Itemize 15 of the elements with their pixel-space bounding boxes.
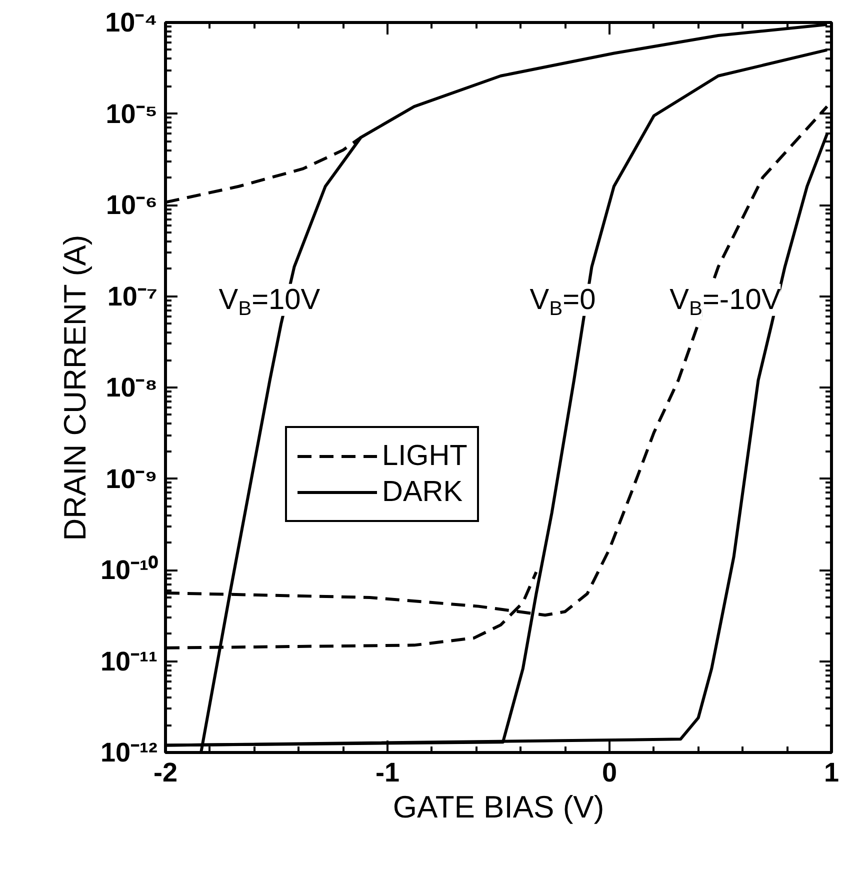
y-tick-label: 10⁻⁷ <box>107 281 158 312</box>
legend-label: DARK <box>382 474 463 510</box>
legend-label: LIGHT <box>382 438 468 474</box>
y-tick-label: 10⁻¹¹ <box>100 646 158 676</box>
y-tick-label: 10⁻⁵ <box>106 98 158 129</box>
x-tick-label: 0 <box>602 758 618 788</box>
x-axis-title: GATE BIAS (V) <box>392 790 604 824</box>
y-tick-label: 10⁻⁴ <box>105 8 158 38</box>
x-tick-label: 1 <box>824 758 840 788</box>
y-tick-label: 10⁻¹⁰ <box>100 555 158 585</box>
y-axis-title: DRAIN CURRENT (A) <box>57 234 92 541</box>
y-tick-label: 10⁻⁹ <box>106 464 158 494</box>
y-tick-label: 10⁻⁸ <box>106 372 158 402</box>
x-tick-label: -1 <box>375 758 400 788</box>
y-tick-label: 10⁻⁶ <box>106 190 158 220</box>
